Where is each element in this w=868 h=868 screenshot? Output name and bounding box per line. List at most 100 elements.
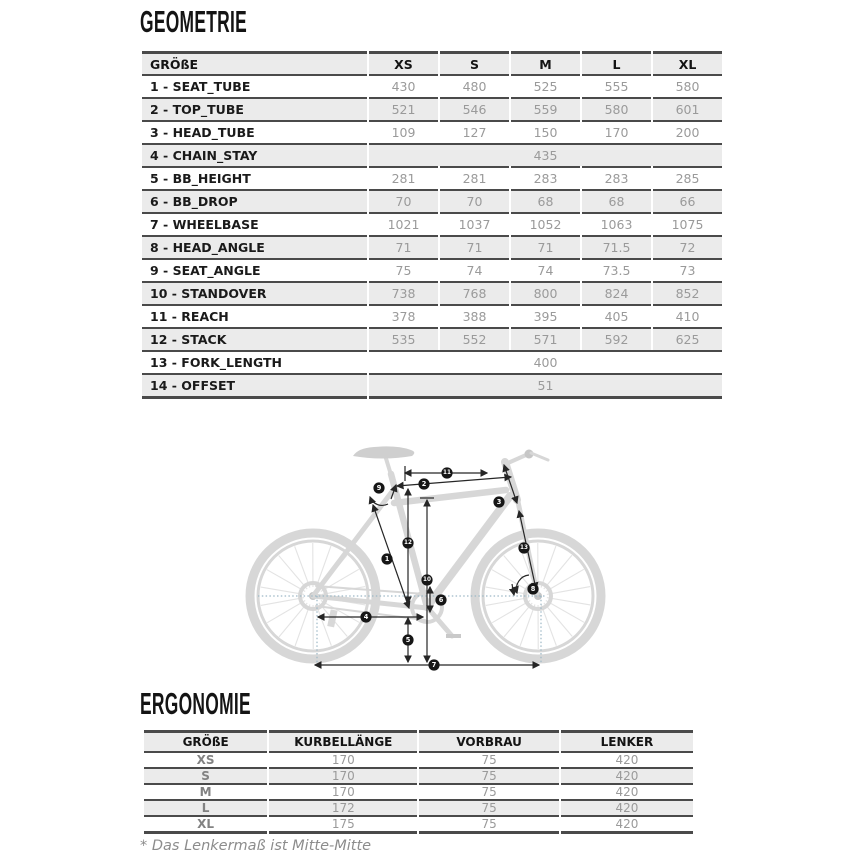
geometry-cell: 71 [369,235,438,258]
geometry-cell-merged: 435 [369,143,722,166]
geometry-cell: 378 [369,304,438,327]
geometry-cell: 601 [653,97,722,120]
badge-11: 11 [441,467,453,479]
svg-text:1: 1 [385,555,390,563]
table-row: 12 - STACK 535 552 571 592 625 [142,327,722,350]
table-row: XS 170 75 420 [144,751,693,767]
ergonomics-size: XS [144,751,268,767]
svg-text:8: 8 [531,585,536,593]
bike-silhouette [245,446,606,664]
geometry-cell: 68 [511,189,580,212]
geometry-row-label: 14 - OFFSET [142,373,367,399]
ergonomics-cell: 172 [269,799,418,815]
table-row: 13 - FORK_LENGTH 400 [142,350,722,373]
svg-text:10: 10 [423,577,431,583]
svg-text:4: 4 [364,613,369,621]
geometry-cell: 852 [653,281,722,304]
ergonomics-header-row: GRÖßE KURBELLÄNGE VORBRAU LENKER [144,730,693,751]
geometry-cell: 74 [511,258,580,281]
ergonomics-header-handlebar: LENKER [560,730,693,751]
geometry-cell: 127 [440,120,509,143]
geometry-cell: 66 [653,189,722,212]
badge-8: 8 [527,583,539,595]
badge-1: 1 [381,553,393,565]
geometry-cell: 800 [511,281,580,304]
geometry-cell: 73 [653,258,722,281]
table-row: 2 - TOP_TUBE 521 546 559 580 601 [142,97,722,120]
top-tube [390,486,510,507]
rear-wheel-spokes [260,542,366,650]
geometry-cell: 571 [511,327,580,350]
geometry-cell: 395 [511,304,580,327]
geometry-cell: 70 [369,189,438,212]
geometry-row-label: 4 - CHAIN_STAY [142,143,367,166]
geometry-title: GEOMETRIE [140,5,325,40]
geometry-cell: 625 [653,327,722,350]
geometry-cell: 68 [582,189,651,212]
geometry-cell: 71 [440,235,509,258]
geometry-cell: 70 [440,189,509,212]
geometry-header-xl: XL [653,51,722,74]
down-tube [423,492,514,611]
svg-text:5: 5 [406,636,411,644]
handlebar-footnote: * Das Lenkermaß ist Mitte-Mitte [140,838,372,854]
ergonomics-cell: 75 [419,767,559,783]
rear-derailleur [327,609,338,628]
badge-9: 9 [373,482,385,494]
geometry-cell: 283 [511,166,580,189]
geometry-row-label: 6 - BB_DROP [142,189,367,212]
geometry-cell: 552 [440,327,509,350]
ergonomics-cell: 170 [269,783,418,799]
table-row: 7 - WHEELBASE 1021 1037 1052 1063 1075 [142,212,722,235]
geometry-cell: 1021 [369,212,438,235]
ergonomics-header-stem: VORBRAU [419,730,559,751]
geometry-row-label: 7 - WHEELBASE [142,212,367,235]
geometry-cell: 388 [440,304,509,327]
saddle [353,446,415,459]
geometry-cell: 480 [440,74,509,97]
geometry-row-label: 11 - REACH [142,304,367,327]
geometry-title-text: GEOMETRIE [140,5,248,40]
geometry-cell: 150 [511,120,580,143]
ergonomics-table: GRÖßE KURBELLÄNGE VORBRAU LENKER XS 170 … [142,730,695,834]
geometry-row-label: 8 - HEAD_ANGLE [142,235,367,258]
geometry-cell: 109 [369,120,438,143]
geometry-row-label: 10 - STANDOVER [142,281,367,304]
table-row: 11 - REACH 378 388 395 405 410 [142,304,722,327]
geometry-cell: 72 [653,235,722,258]
table-row: 5 - BB_HEIGHT 281 281 283 283 285 [142,166,722,189]
geometry-cell: 592 [582,327,651,350]
geometry-header-l: L [582,51,651,74]
geometry-cell: 430 [369,74,438,97]
geometry-header-s: S [440,51,509,74]
svg-text:3: 3 [497,498,502,506]
geometry-cell: 738 [369,281,438,304]
ergonomics-cell: 75 [419,815,559,834]
table-row: 8 - HEAD_ANGLE 71 71 71 71.5 72 [142,235,722,258]
svg-text:6: 6 [439,596,444,604]
geometry-cell: 283 [582,166,651,189]
geometry-cell: 1063 [582,212,651,235]
geometry-cell: 405 [582,304,651,327]
geometry-cell: 1037 [440,212,509,235]
geometry-cell: 521 [369,97,438,120]
ergonomics-header-size: GRÖßE [144,730,268,751]
ergonomics-size: L [144,799,268,815]
geometry-row-label: 3 - HEAD_TUBE [142,120,367,143]
brake-lever [529,451,550,462]
ergonomics-cell: 175 [269,815,418,834]
badge-10: 10 [421,574,433,586]
badge-3: 3 [493,496,505,508]
geometry-header-xs: XS [369,51,438,74]
geometry-table: GRÖßE XS S M L XL 1 - SEAT_TUBE 430 480 … [140,51,724,399]
seat-angle-arrow [390,483,398,500]
svg-text:9: 9 [377,484,382,492]
table-row: 4 - CHAIN_STAY 435 [142,143,722,166]
seat-angle-arc [368,495,389,506]
svg-text:2: 2 [422,480,427,488]
badge-4: 4 [360,611,372,623]
svg-text:13: 13 [520,545,528,551]
geometry-cell: 71.5 [582,235,651,258]
geometry-header-size: GRÖßE [142,51,367,74]
